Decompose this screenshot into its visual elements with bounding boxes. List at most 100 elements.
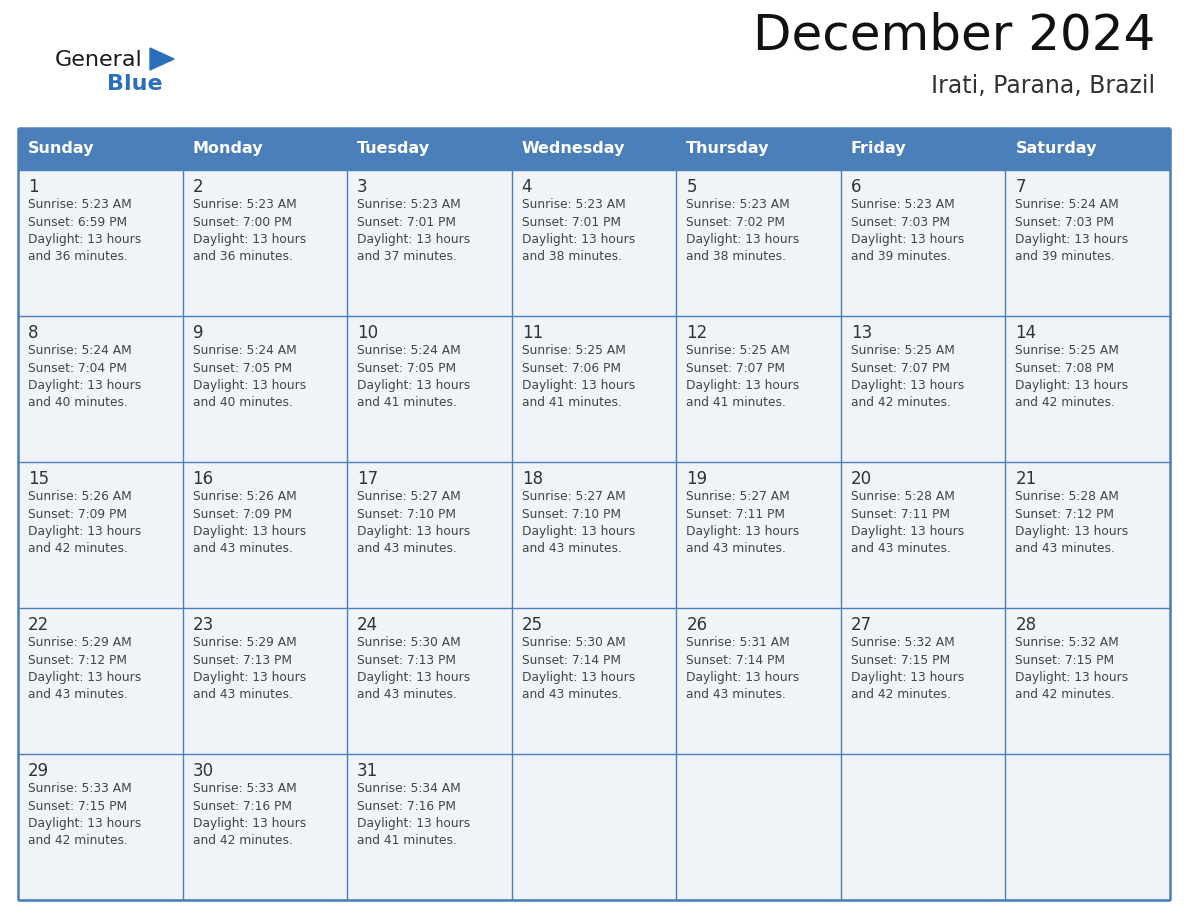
Text: Sunrise: 5:28 AM
Sunset: 7:12 PM
Daylight: 13 hours
and 43 minutes.: Sunrise: 5:28 AM Sunset: 7:12 PM Dayligh…: [1016, 490, 1129, 555]
Text: Sunrise: 5:30 AM
Sunset: 7:14 PM
Daylight: 13 hours
and 43 minutes.: Sunrise: 5:30 AM Sunset: 7:14 PM Dayligh…: [522, 636, 634, 701]
Text: 9: 9: [192, 324, 203, 342]
Text: December 2024: December 2024: [753, 12, 1155, 60]
Bar: [1005, 128, 1170, 170]
Text: Wednesday: Wednesday: [522, 141, 625, 156]
Bar: [512, 462, 676, 608]
Bar: [183, 608, 347, 754]
Text: 13: 13: [851, 324, 872, 342]
Text: 19: 19: [687, 470, 707, 488]
Bar: [841, 462, 1005, 608]
Text: Sunrise: 5:34 AM
Sunset: 7:16 PM
Daylight: 13 hours
and 41 minutes.: Sunrise: 5:34 AM Sunset: 7:16 PM Dayligh…: [358, 782, 470, 847]
Text: 22: 22: [29, 616, 49, 634]
Text: Sunrise: 5:30 AM
Sunset: 7:13 PM
Daylight: 13 hours
and 43 minutes.: Sunrise: 5:30 AM Sunset: 7:13 PM Dayligh…: [358, 636, 470, 701]
Text: Sunrise: 5:27 AM
Sunset: 7:10 PM
Daylight: 13 hours
and 43 minutes.: Sunrise: 5:27 AM Sunset: 7:10 PM Dayligh…: [522, 490, 634, 555]
Bar: [18, 316, 183, 462]
Text: Thursday: Thursday: [687, 141, 770, 156]
Bar: [512, 128, 676, 170]
Bar: [1005, 754, 1170, 900]
Bar: [841, 754, 1005, 900]
Bar: [183, 128, 347, 170]
Text: Sunrise: 5:28 AM
Sunset: 7:11 PM
Daylight: 13 hours
and 43 minutes.: Sunrise: 5:28 AM Sunset: 7:11 PM Dayligh…: [851, 490, 965, 555]
Bar: [18, 754, 183, 900]
Text: Sunrise: 5:32 AM
Sunset: 7:15 PM
Daylight: 13 hours
and 42 minutes.: Sunrise: 5:32 AM Sunset: 7:15 PM Dayligh…: [1016, 636, 1129, 701]
Text: 15: 15: [29, 470, 49, 488]
Text: Sunrise: 5:24 AM
Sunset: 7:05 PM
Daylight: 13 hours
and 40 minutes.: Sunrise: 5:24 AM Sunset: 7:05 PM Dayligh…: [192, 344, 305, 409]
Text: 21: 21: [1016, 470, 1037, 488]
Bar: [676, 170, 841, 316]
Text: Sunrise: 5:25 AM
Sunset: 7:07 PM
Daylight: 13 hours
and 41 minutes.: Sunrise: 5:25 AM Sunset: 7:07 PM Dayligh…: [687, 344, 800, 409]
Text: Sunrise: 5:25 AM
Sunset: 7:06 PM
Daylight: 13 hours
and 41 minutes.: Sunrise: 5:25 AM Sunset: 7:06 PM Dayligh…: [522, 344, 634, 409]
Text: 18: 18: [522, 470, 543, 488]
Text: 6: 6: [851, 178, 861, 196]
Text: Sunday: Sunday: [29, 141, 95, 156]
Bar: [512, 754, 676, 900]
Text: 3: 3: [358, 178, 368, 196]
Text: Sunrise: 5:24 AM
Sunset: 7:05 PM
Daylight: 13 hours
and 41 minutes.: Sunrise: 5:24 AM Sunset: 7:05 PM Dayligh…: [358, 344, 470, 409]
Text: Sunrise: 5:23 AM
Sunset: 7:01 PM
Daylight: 13 hours
and 38 minutes.: Sunrise: 5:23 AM Sunset: 7:01 PM Dayligh…: [522, 198, 634, 263]
Bar: [183, 754, 347, 900]
Text: 26: 26: [687, 616, 707, 634]
Bar: [512, 316, 676, 462]
Text: Sunrise: 5:33 AM
Sunset: 7:16 PM
Daylight: 13 hours
and 42 minutes.: Sunrise: 5:33 AM Sunset: 7:16 PM Dayligh…: [192, 782, 305, 847]
Bar: [347, 462, 512, 608]
Text: Sunrise: 5:27 AM
Sunset: 7:11 PM
Daylight: 13 hours
and 43 minutes.: Sunrise: 5:27 AM Sunset: 7:11 PM Dayligh…: [687, 490, 800, 555]
Text: Irati, Parana, Brazil: Irati, Parana, Brazil: [931, 74, 1155, 98]
Bar: [512, 608, 676, 754]
Bar: [347, 316, 512, 462]
Bar: [183, 170, 347, 316]
Text: General: General: [55, 50, 143, 70]
Text: 14: 14: [1016, 324, 1037, 342]
Text: 4: 4: [522, 178, 532, 196]
Text: Sunrise: 5:33 AM
Sunset: 7:15 PM
Daylight: 13 hours
and 42 minutes.: Sunrise: 5:33 AM Sunset: 7:15 PM Dayligh…: [29, 782, 141, 847]
Text: Monday: Monday: [192, 141, 264, 156]
Text: Sunrise: 5:25 AM
Sunset: 7:07 PM
Daylight: 13 hours
and 42 minutes.: Sunrise: 5:25 AM Sunset: 7:07 PM Dayligh…: [851, 344, 965, 409]
Bar: [18, 462, 183, 608]
Text: 12: 12: [687, 324, 708, 342]
Text: 28: 28: [1016, 616, 1037, 634]
Text: 8: 8: [29, 324, 38, 342]
Bar: [841, 608, 1005, 754]
Text: Sunrise: 5:23 AM
Sunset: 7:01 PM
Daylight: 13 hours
and 37 minutes.: Sunrise: 5:23 AM Sunset: 7:01 PM Dayligh…: [358, 198, 470, 263]
Text: Sunrise: 5:23 AM
Sunset: 6:59 PM
Daylight: 13 hours
and 36 minutes.: Sunrise: 5:23 AM Sunset: 6:59 PM Dayligh…: [29, 198, 141, 263]
Bar: [1005, 608, 1170, 754]
Text: Sunrise: 5:23 AM
Sunset: 7:02 PM
Daylight: 13 hours
and 38 minutes.: Sunrise: 5:23 AM Sunset: 7:02 PM Dayligh…: [687, 198, 800, 263]
Text: 23: 23: [192, 616, 214, 634]
Bar: [676, 128, 841, 170]
Bar: [1005, 462, 1170, 608]
Text: Sunrise: 5:26 AM
Sunset: 7:09 PM
Daylight: 13 hours
and 43 minutes.: Sunrise: 5:26 AM Sunset: 7:09 PM Dayligh…: [192, 490, 305, 555]
Text: 7: 7: [1016, 178, 1026, 196]
Text: 25: 25: [522, 616, 543, 634]
Bar: [676, 608, 841, 754]
Bar: [18, 128, 183, 170]
Text: 16: 16: [192, 470, 214, 488]
Text: Sunrise: 5:29 AM
Sunset: 7:13 PM
Daylight: 13 hours
and 43 minutes.: Sunrise: 5:29 AM Sunset: 7:13 PM Dayligh…: [192, 636, 305, 701]
Text: Sunrise: 5:23 AM
Sunset: 7:03 PM
Daylight: 13 hours
and 39 minutes.: Sunrise: 5:23 AM Sunset: 7:03 PM Dayligh…: [851, 198, 965, 263]
Bar: [347, 128, 512, 170]
Text: 20: 20: [851, 470, 872, 488]
Bar: [676, 462, 841, 608]
Bar: [347, 754, 512, 900]
Text: 31: 31: [358, 762, 379, 780]
Bar: [183, 462, 347, 608]
Text: Sunrise: 5:29 AM
Sunset: 7:12 PM
Daylight: 13 hours
and 43 minutes.: Sunrise: 5:29 AM Sunset: 7:12 PM Dayligh…: [29, 636, 141, 701]
Text: Sunrise: 5:31 AM
Sunset: 7:14 PM
Daylight: 13 hours
and 43 minutes.: Sunrise: 5:31 AM Sunset: 7:14 PM Dayligh…: [687, 636, 800, 701]
Bar: [1005, 316, 1170, 462]
Bar: [347, 608, 512, 754]
Text: Sunrise: 5:23 AM
Sunset: 7:00 PM
Daylight: 13 hours
and 36 minutes.: Sunrise: 5:23 AM Sunset: 7:00 PM Dayligh…: [192, 198, 305, 263]
Text: Sunrise: 5:27 AM
Sunset: 7:10 PM
Daylight: 13 hours
and 43 minutes.: Sunrise: 5:27 AM Sunset: 7:10 PM Dayligh…: [358, 490, 470, 555]
Bar: [676, 754, 841, 900]
Text: 1: 1: [29, 178, 39, 196]
Text: 5: 5: [687, 178, 697, 196]
Bar: [18, 170, 183, 316]
Bar: [1005, 170, 1170, 316]
Text: Tuesday: Tuesday: [358, 141, 430, 156]
Bar: [183, 316, 347, 462]
Bar: [18, 608, 183, 754]
Bar: [841, 128, 1005, 170]
Bar: [676, 316, 841, 462]
Text: 11: 11: [522, 324, 543, 342]
Text: 24: 24: [358, 616, 378, 634]
Text: Sunrise: 5:25 AM
Sunset: 7:08 PM
Daylight: 13 hours
and 42 minutes.: Sunrise: 5:25 AM Sunset: 7:08 PM Dayligh…: [1016, 344, 1129, 409]
Bar: [512, 170, 676, 316]
Text: Sunrise: 5:32 AM
Sunset: 7:15 PM
Daylight: 13 hours
and 42 minutes.: Sunrise: 5:32 AM Sunset: 7:15 PM Dayligh…: [851, 636, 965, 701]
